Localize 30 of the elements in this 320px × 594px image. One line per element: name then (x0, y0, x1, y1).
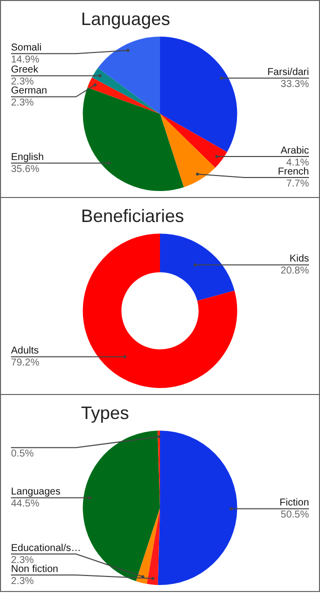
slice-label: Somali (11, 42, 42, 54)
slice-label: Farsi/dari (267, 66, 309, 78)
data-label: 20.8% (280, 266, 310, 277)
data-label: 4.1% (286, 157, 310, 168)
data-label: 14.9% (11, 54, 40, 66)
slice-label: English (11, 152, 44, 163)
chart-title: Types (81, 402, 130, 423)
slice-label: Educational/s… (11, 542, 82, 554)
data-label: 50.5% (280, 510, 310, 521)
data-label: 44.5% (11, 498, 40, 510)
data-label: 2.3% (11, 554, 34, 566)
slice-label: Greek (11, 64, 40, 76)
chart-title: Languages (81, 8, 170, 29)
slice-label: Non fiction (11, 564, 58, 575)
data-label: 0.5% (11, 448, 34, 460)
slice-label: Arabic (280, 145, 309, 156)
slice-label: Languages (11, 486, 60, 498)
data-label: 2.3% (11, 98, 34, 109)
slice-label: German (11, 86, 48, 97)
data-label: 33.3% (280, 78, 310, 90)
slice-label: Adults (11, 346, 39, 357)
data-label: 79.2% (11, 358, 40, 369)
data-label: 2.3% (11, 576, 34, 587)
slice-label: French (278, 166, 309, 178)
data-label: 7.7% (286, 178, 310, 190)
data-label: 2.3% (11, 76, 34, 88)
chart-title: Beneficiaries (81, 206, 184, 226)
slice-label: Fiction (280, 498, 309, 509)
data-label: 35.6% (11, 164, 40, 175)
slice-label: Kids (290, 254, 309, 265)
